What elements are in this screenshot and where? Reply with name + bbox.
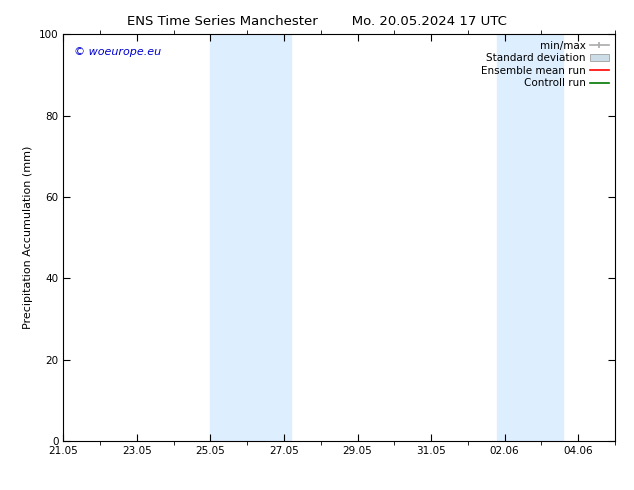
Bar (210, 34, 292, 441)
Text: © woeurope.eu: © woeurope.eu (74, 47, 162, 56)
Legend: min/max, Standard deviation, Ensemble mean run, Controll run: min/max, Standard deviation, Ensemble me… (477, 36, 613, 93)
Bar (497, 34, 564, 441)
Text: ENS Time Series Manchester        Mo. 20.05.2024 17 UTC: ENS Time Series Manchester Mo. 20.05.202… (127, 15, 507, 28)
Y-axis label: Precipitation Accumulation (mm): Precipitation Accumulation (mm) (23, 146, 34, 329)
